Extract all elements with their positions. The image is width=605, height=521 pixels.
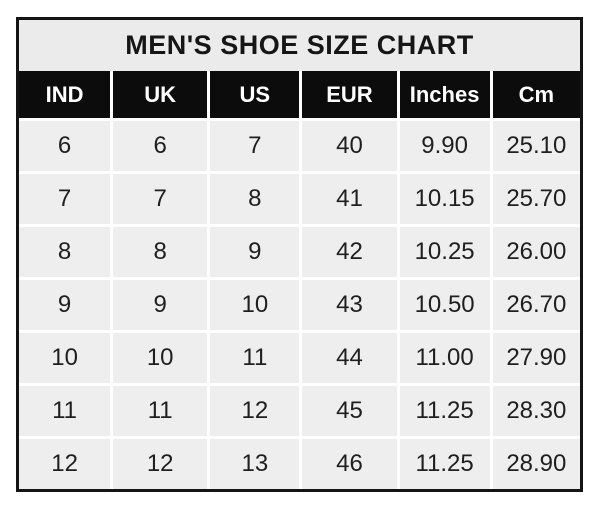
table-cell: 27.90 <box>492 333 580 383</box>
column-header-cm: Cm <box>492 71 580 118</box>
table-cell: 10 <box>19 333 111 383</box>
table-cell: 43 <box>302 280 397 330</box>
table-cell: 25.70 <box>492 174 580 224</box>
table-cell: 26.70 <box>492 280 580 330</box>
table-cell: 45 <box>302 386 397 436</box>
table-cell: 11.25 <box>399 439 490 489</box>
table-cell: 9 <box>113 280 208 330</box>
table-cell: 7 <box>113 174 208 224</box>
table-cell: 9.90 <box>399 121 490 171</box>
table-cell: 40 <box>302 121 397 171</box>
table-cell: 7 <box>210 121 300 171</box>
table-cell: 12 <box>113 439 208 489</box>
table-cell: 8 <box>19 227 111 277</box>
table-cell: 41 <box>302 174 397 224</box>
size-table: IND UK US EUR Inches Cm 6 6 7 40 9.90 25… <box>19 71 580 489</box>
column-header-inches: Inches <box>399 71 490 118</box>
table-cell: 9 <box>19 280 111 330</box>
chart-title: MEN'S SHOE SIZE CHART <box>19 20 580 71</box>
table-cell: 8 <box>210 174 300 224</box>
table-cell: 25.10 <box>492 121 580 171</box>
table-cell: 10 <box>210 280 300 330</box>
column-header-uk: UK <box>113 71 208 118</box>
column-header-ind: IND <box>19 71 111 118</box>
table-cell: 10.50 <box>399 280 490 330</box>
column-header-eur: EUR <box>302 71 397 118</box>
table-cell: 10 <box>113 333 208 383</box>
table-cell: 7 <box>19 174 111 224</box>
table-cell: 8 <box>113 227 208 277</box>
table-cell: 10.15 <box>399 174 490 224</box>
table-cell: 11.25 <box>399 386 490 436</box>
table-cell: 9 <box>210 227 300 277</box>
table-cell: 42 <box>302 227 397 277</box>
table-cell: 44 <box>302 333 397 383</box>
table-cell: 11 <box>19 386 111 436</box>
table-cell: 11 <box>113 386 208 436</box>
table-cell: 12 <box>210 386 300 436</box>
shoe-size-chart: MEN'S SHOE SIZE CHART IND UK US EUR Inch… <box>16 17 583 492</box>
table-cell: 12 <box>19 439 111 489</box>
table-cell: 6 <box>113 121 208 171</box>
table-cell: 10.25 <box>399 227 490 277</box>
table-cell: 11 <box>210 333 300 383</box>
table-cell: 26.00 <box>492 227 580 277</box>
table-cell: 28.30 <box>492 386 580 436</box>
column-header-us: US <box>210 71 300 118</box>
table-cell: 6 <box>19 121 111 171</box>
table-cell: 11.00 <box>399 333 490 383</box>
table-cell: 28.90 <box>492 439 580 489</box>
table-cell: 46 <box>302 439 397 489</box>
table-cell: 13 <box>210 439 300 489</box>
